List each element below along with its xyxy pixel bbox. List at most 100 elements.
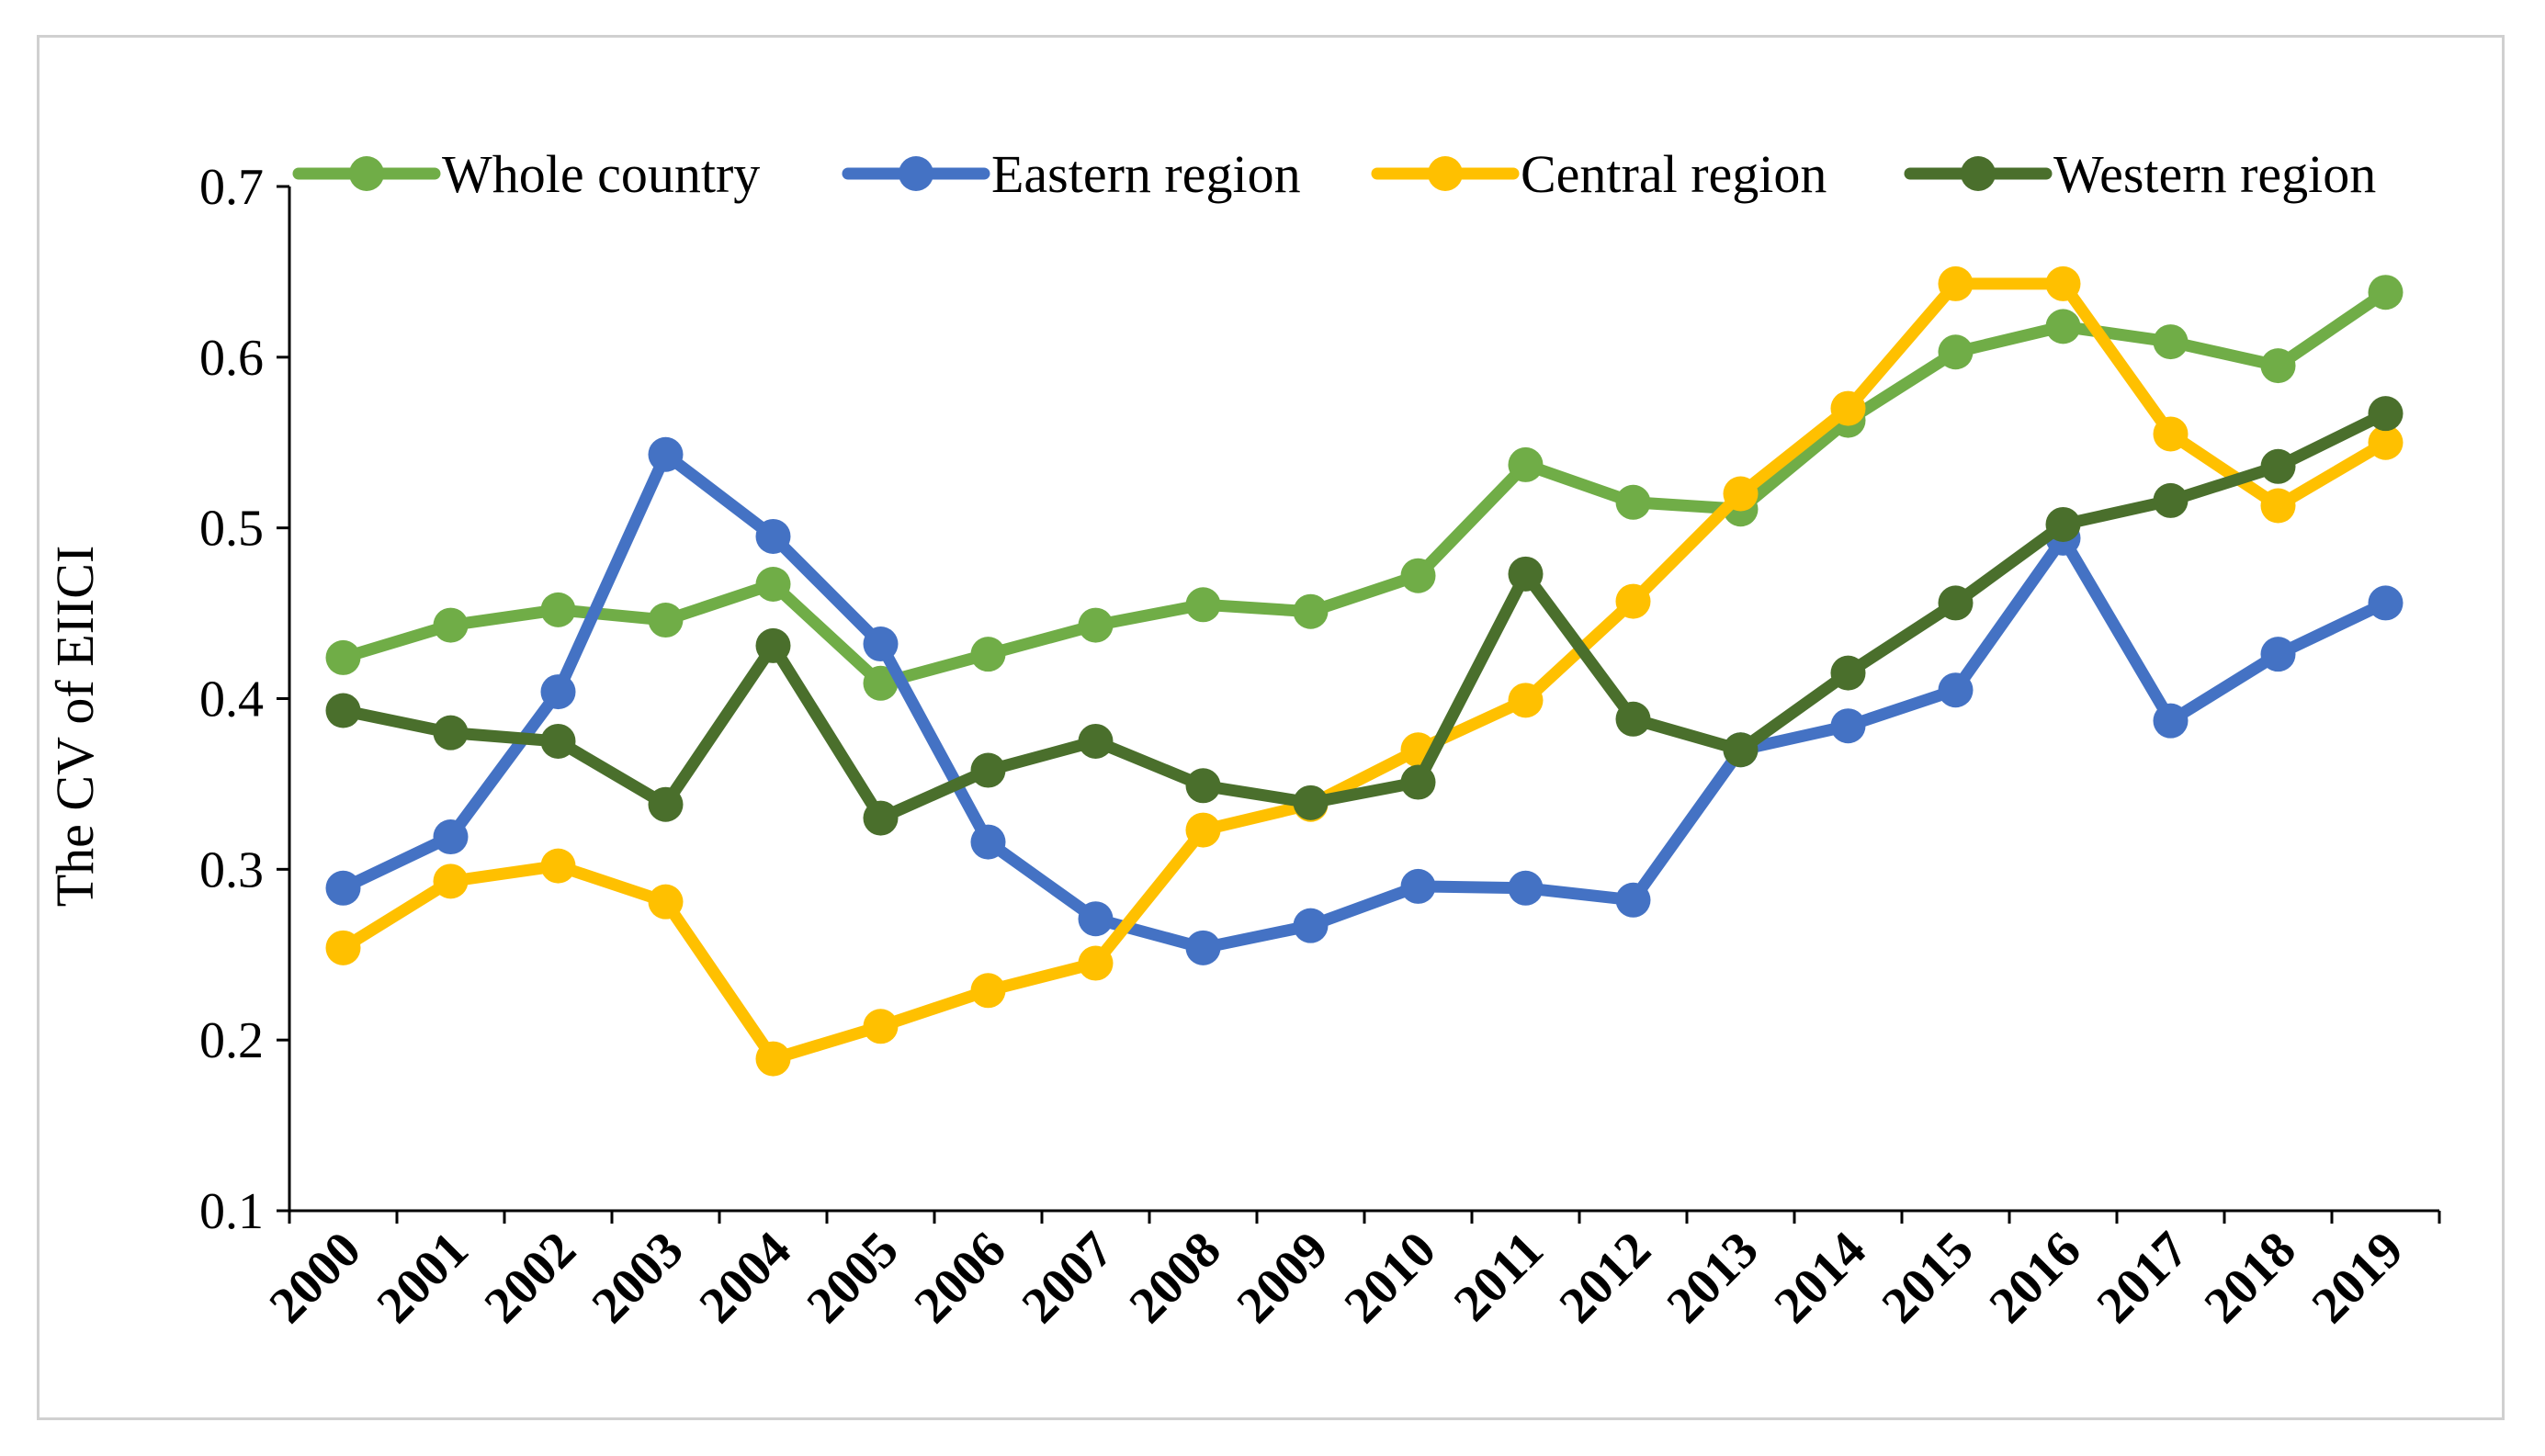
eastern-region-point-2005: [863, 626, 899, 662]
x-tick-label-2012: 2012: [1549, 1221, 1662, 1334]
legend-swatch-marker: [349, 156, 384, 191]
central-region-point-2015: [1938, 265, 1974, 301]
y-tick-label: 0.2: [199, 1012, 264, 1069]
whole-country-point-2011: [1508, 446, 1544, 482]
eastern-region-point-2004: [755, 518, 791, 554]
western-region-point-2000: [325, 693, 361, 728]
central-region-point-2000: [325, 930, 361, 965]
central-region-point-2008: [1185, 812, 1221, 848]
legend-swatch-marker: [1428, 156, 1463, 191]
y-tick-label: 0.3: [199, 841, 264, 898]
central-region-point-2014: [1830, 390, 1866, 426]
whole-country-point-2007: [1078, 607, 1114, 643]
legend-swatch-marker: [899, 156, 933, 191]
x-tick-label-2011: 2011: [1443, 1221, 1555, 1332]
eastern-region-point-2002: [540, 674, 576, 710]
y-tick-label: 0.7: [199, 159, 264, 216]
y-axis-title: The CV of EIICI: [45, 546, 105, 908]
x-tick-label-2000: 2000: [259, 1221, 372, 1334]
eastern-region-point-2017: [2153, 703, 2189, 739]
x-tick-label-2009: 2009: [1227, 1221, 1340, 1334]
central-region-point-2002: [540, 848, 576, 884]
whole-country-point-2005: [863, 665, 899, 701]
whole-country-line: [337, 286, 2392, 690]
western-region-point-2011: [1508, 556, 1544, 592]
western-region-point-2004: [755, 627, 791, 663]
legend-swatch-marker: [1961, 156, 1996, 191]
whole-country-point-2004: [755, 566, 791, 602]
whole-country-point-2001: [433, 607, 469, 643]
legend-label: Whole country: [442, 144, 760, 204]
central-region-point-2016: [2045, 265, 2081, 301]
western-region-point-2016: [2045, 506, 2081, 542]
x-tick-label-2003: 2003: [582, 1221, 695, 1334]
x-tick-label-2018: 2018: [2194, 1221, 2307, 1334]
central-region-point-2007: [1078, 945, 1114, 981]
central-region-point-2013: [1723, 476, 1759, 512]
x-tick-label-2017: 2017: [2087, 1221, 2200, 1334]
eastern-region-point-2014: [1830, 708, 1866, 744]
eastern-region-point-2001: [433, 819, 469, 855]
western-region-point-2005: [863, 800, 899, 836]
whole-country-point-2003: [648, 603, 684, 638]
western-region-point-2015: [1938, 585, 1974, 621]
x-tick-label-2006: 2006: [904, 1221, 1017, 1334]
western-region-point-2013: [1723, 732, 1759, 768]
western-region-point-2019: [2368, 396, 2404, 432]
y-tick-label: 0.4: [199, 672, 264, 728]
legend-item-eastern-region: Eastern region: [842, 144, 1301, 204]
legend-item-central-region: Central region: [1371, 144, 1827, 204]
whole-country-point-2010: [1400, 558, 1436, 593]
eastern-region-point-2000: [325, 870, 361, 906]
central-region-point-2003: [648, 884, 684, 920]
whole-country-point-2012: [1615, 484, 1651, 520]
western-region-point-2014: [1830, 655, 1866, 691]
western-region-point-2002: [540, 723, 576, 759]
whole-country-point-2016: [2045, 309, 2081, 344]
central-region-point-2018: [2260, 488, 2296, 524]
western-region-point-2006: [970, 752, 1006, 788]
whole-country-point-2006: [970, 637, 1006, 672]
legend-label: Central region: [1521, 144, 1827, 204]
eastern-region-point-2003: [648, 436, 684, 472]
central-region-point-2017: [2153, 416, 2189, 452]
whole-country-point-2000: [325, 639, 361, 675]
western-region-point-2001: [433, 715, 469, 751]
western-region-point-2012: [1615, 701, 1651, 737]
western-region-point-2010: [1400, 764, 1436, 800]
y-tick-label: 0.6: [199, 330, 264, 387]
eastern-region-point-2008: [1185, 930, 1221, 965]
legend-label: Eastern region: [991, 144, 1301, 204]
central-region-point-2011: [1508, 683, 1544, 718]
x-tick-label-2013: 2013: [1657, 1221, 1770, 1334]
western-region-point-2008: [1185, 768, 1221, 804]
x-tick-label-2007: 2007: [1012, 1221, 1125, 1334]
eastern-region-point-2015: [1938, 672, 1974, 708]
central-region-point-2001: [433, 863, 469, 899]
central-region-point-2006: [970, 973, 1006, 1009]
whole-country-point-2015: [1938, 334, 1974, 370]
x-tick-label-2002: 2002: [474, 1221, 587, 1334]
legend-label: Western region: [2053, 144, 2376, 204]
eastern-region-point-2007: [1078, 901, 1114, 937]
eastern-region-point-2012: [1615, 882, 1651, 918]
whole-country-point-2019: [2368, 275, 2404, 310]
chart-frame: 0.1 0.2 0.3 0.4 0.5 0.6 0.7 2000 2001 2002 2003 20…: [37, 35, 2505, 1420]
series-central-region: [325, 265, 2404, 1077]
series-whole-country: [325, 275, 2404, 701]
eastern-region-point-2018: [2260, 637, 2296, 672]
x-tick-label-2001: 2001: [367, 1221, 480, 1334]
western-region-point-2007: [1078, 723, 1114, 759]
series-western-region: [325, 396, 2404, 836]
x-tick-label-2008: 2008: [1119, 1221, 1232, 1334]
whole-country-point-2017: [2153, 324, 2189, 360]
line-chart: 0.10.20.30.40.50.60.7 200020012002200320…: [45, 144, 2441, 1334]
eastern-region-point-2011: [1508, 870, 1544, 906]
x-tick-label-2015: 2015: [1872, 1221, 1985, 1334]
whole-country-point-2009: [1293, 593, 1329, 629]
western-region-point-2018: [2260, 448, 2296, 484]
x-tick-label-2016: 2016: [1979, 1221, 2092, 1334]
y-tick-label: 0.1: [199, 1183, 264, 1240]
eastern-region-point-2010: [1400, 868, 1436, 904]
x-tick-label-2010: 2010: [1334, 1221, 1447, 1334]
